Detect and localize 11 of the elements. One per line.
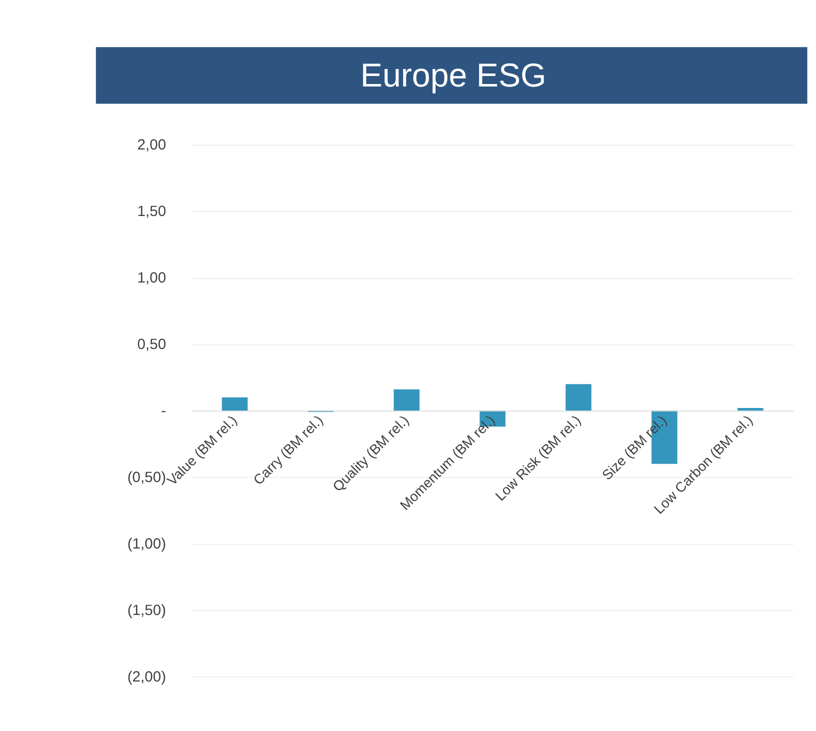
- y-tick-label: 1,50: [137, 204, 166, 220]
- y-tick-label: (2,00): [127, 669, 166, 686]
- y-tick-label: (0,50): [127, 470, 166, 486]
- y-tick-label: 1,00: [137, 270, 166, 286]
- y-tick-label: 2,00: [137, 138, 166, 154]
- chart-title: Europe ESG: [360, 57, 546, 94]
- y-tick-label: 0,50: [137, 336, 166, 353]
- x-tick-label: Size (BM rel.): [598, 412, 670, 483]
- y-tick-label: (1,50): [127, 602, 166, 619]
- y-tick-label: (1,00): [127, 536, 166, 552]
- y-tick-label: -: [161, 403, 166, 420]
